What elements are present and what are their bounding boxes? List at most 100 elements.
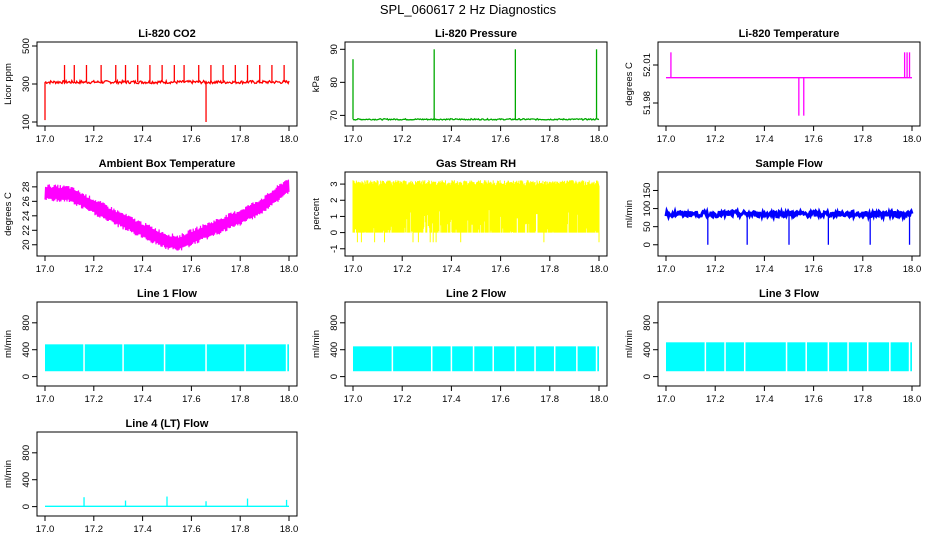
data-series: [44, 179, 290, 251]
x-tick-label: 17.0: [344, 134, 363, 145]
chart-title: Li-820 Temperature: [739, 28, 840, 40]
x-tick-label: 18.0: [903, 394, 922, 405]
x-tick-label: 17.4: [442, 134, 461, 145]
x-tick-label: 17.6: [804, 394, 823, 405]
chart-panel-line2: Line 2 Flow 17.0 17.2 17.4 17.6 17.8 18.0 0 400 8…: [311, 288, 608, 405]
y-tick-label: 500: [21, 38, 32, 54]
x-tick-label: 17.0: [344, 264, 363, 275]
y-tick-label: 50: [642, 221, 653, 232]
x-tick-label: 18.0: [590, 134, 609, 145]
y-tick-label: 800: [21, 445, 32, 461]
chart-panel-sample: Sample Flow 17.0 17.2 17.4 17.6 17.8 18.0 0 50 10…: [624, 158, 921, 275]
plot-frame: [657, 171, 921, 257]
chart-panel-line3: Line 3 Flow 17.0 17.2 17.4 17.6 17.8 18.0 0 400 8…: [624, 288, 921, 405]
data-series: [353, 346, 599, 372]
x-tick-label: 17.2: [393, 134, 412, 145]
x-tick-label: 17.6: [182, 524, 201, 535]
x-tick-label: 17.2: [85, 394, 104, 405]
x-tick-label: 17.2: [706, 394, 725, 405]
y-tick-label: 0: [329, 230, 340, 235]
y-tick-label: 0: [21, 504, 32, 509]
x-tick-label: 18.0: [903, 134, 922, 145]
chart-title: Li-820 Pressure: [435, 28, 517, 40]
plot-frame: [657, 301, 921, 387]
y-tick-label: 300: [21, 76, 32, 92]
y-tick-label: 80: [329, 77, 340, 88]
y-tick-label: 150: [642, 183, 653, 199]
y-axis-label: kPa: [311, 75, 322, 92]
plot-frame: [344, 171, 608, 257]
y-tick-label: 51.98: [642, 91, 653, 115]
x-tick-label: 17.8: [231, 134, 250, 145]
y-tick-label: 0: [329, 374, 340, 379]
y-tick-label: 400: [329, 342, 340, 358]
y-axis-label: degrees C: [3, 192, 14, 236]
plot-frame: [36, 431, 298, 517]
x-tick-label: 17.4: [755, 394, 774, 405]
x-tick-label: 17.0: [36, 134, 55, 145]
x-tick-label: 17.4: [755, 264, 774, 275]
y-tick-label: 0: [642, 374, 653, 379]
x-tick-label: 17.4: [755, 134, 774, 145]
x-tick-label: 17.6: [491, 134, 510, 145]
x-tick-label: 18.0: [280, 264, 299, 275]
x-tick-label: 17.2: [393, 264, 412, 275]
data-series: [352, 117, 600, 121]
chart-title: Ambient Box Temperature: [99, 158, 236, 170]
x-tick-label: 17.2: [85, 264, 104, 275]
y-tick-label: 52.01: [642, 53, 653, 77]
x-tick-label: 17.0: [36, 524, 55, 535]
y-tick-label: 1: [329, 214, 340, 219]
x-tick-label: 17.0: [36, 394, 55, 405]
y-tick-label: 400: [21, 342, 32, 358]
x-tick-label: 17.6: [491, 394, 510, 405]
x-tick-label: 17.8: [231, 524, 250, 535]
y-tick-label: 2: [329, 198, 340, 203]
plot-frame: [344, 301, 608, 387]
x-tick-label: 17.6: [182, 264, 201, 275]
y-axis-label: ml/min: [311, 330, 322, 358]
data-series: [44, 78, 290, 86]
y-tick-label: 100: [642, 201, 653, 217]
chart-panel-co2: Li-820 CO2 17.0 17.2 17.4 17.6 17.8 18.0 100 300…: [3, 28, 298, 145]
x-tick-label: 17.8: [854, 394, 873, 405]
chart-panel-line4: Line 4 (LT) Flow 17.0 17.2 17.4 17.6 17.8 18.0…: [3, 418, 298, 535]
y-axis-label: ml/min: [624, 200, 635, 228]
y-tick-label: 24: [21, 211, 32, 222]
x-tick-label: 17.4: [133, 134, 152, 145]
chart-panel-line1: Line 1 Flow 17.0 17.2 17.4 17.6 17.8 18.0 0 400 8…: [3, 288, 298, 405]
x-tick-label: 17.0: [657, 264, 676, 275]
x-tick-label: 17.6: [804, 264, 823, 275]
x-tick-label: 17.8: [541, 134, 560, 145]
data-series: [666, 342, 912, 372]
chart-title: Line 1 Flow: [137, 288, 197, 300]
x-tick-label: 17.4: [442, 264, 461, 275]
data-series: [352, 180, 600, 243]
y-tick-label: 400: [21, 472, 32, 488]
chart-panel-ambient: Ambient Box Temperature 17.0 17.2 17.4 17.6 1…: [3, 158, 298, 275]
chart-title: Gas Stream RH: [436, 158, 516, 170]
data-series: [45, 344, 289, 372]
y-tick-label: 3: [329, 181, 340, 186]
x-tick-label: 17.4: [442, 394, 461, 405]
chart-panel-rh: Gas Stream RH 17.0 17.2 17.4 17.6 17.8 18.0 -1 0…: [311, 158, 608, 275]
plot-frame: [36, 301, 298, 387]
x-tick-label: 18.0: [590, 394, 609, 405]
x-tick-label: 17.4: [133, 524, 152, 535]
y-axis-label: Licor ppm: [3, 63, 14, 105]
y-axis-label: degrees C: [624, 62, 635, 106]
y-tick-label: 800: [21, 315, 32, 331]
plot-frame: [657, 41, 921, 127]
x-tick-label: 18.0: [903, 264, 922, 275]
x-tick-label: 17.6: [182, 134, 201, 145]
chart-title: Line 2 Flow: [446, 288, 506, 300]
x-tick-label: 18.0: [280, 394, 299, 405]
x-tick-label: 17.2: [393, 394, 412, 405]
x-tick-label: 17.8: [854, 134, 873, 145]
x-tick-label: 18.0: [280, 524, 299, 535]
x-tick-label: 17.4: [133, 394, 152, 405]
plot-frame: [344, 41, 608, 127]
x-tick-label: 18.0: [280, 134, 299, 145]
x-tick-label: 17.8: [231, 394, 250, 405]
